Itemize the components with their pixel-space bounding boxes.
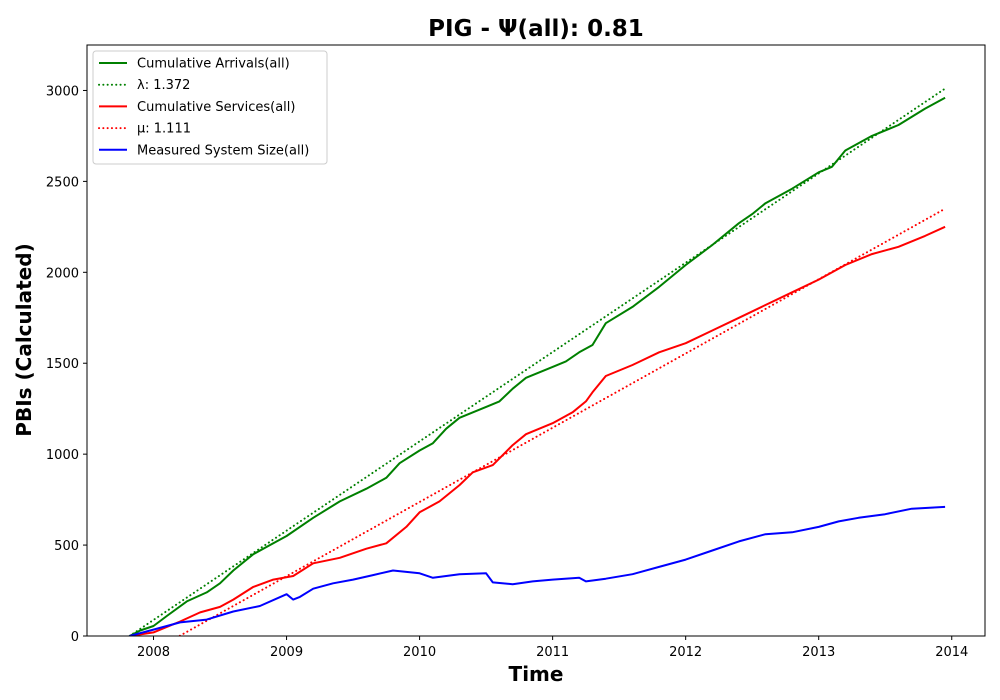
x-tick-label-2010: 2010: [403, 645, 436, 660]
legend-label-mu-fit: μ: 1.111: [137, 122, 191, 137]
plot-frame: [86, 44, 986, 637]
chart-title: PIG - Ψ(all): 0.81: [428, 16, 644, 42]
series-lambda-fit: [128, 87, 947, 636]
y-tick-label-2000: 2000: [46, 266, 79, 281]
legend-label-cumulative-arrivals-all: Cumulative Arrivals(all): [137, 57, 290, 72]
x-tick-label-2014: 2014: [935, 645, 968, 660]
legend-label-cumulative-services-all: Cumulative Services(all): [137, 100, 295, 115]
x-tick-label-2013: 2013: [802, 645, 835, 660]
x-tick-label-2012: 2012: [669, 645, 702, 660]
series-cumulative-arrivals-all: [129, 96, 946, 636]
y-tick-label-1000: 1000: [46, 448, 79, 463]
legend: Cumulative Arrivals(all) λ: 1.372 Cumulati…: [92, 50, 328, 165]
x-axis-label: Time: [509, 662, 564, 686]
y-tick-label-2500: 2500: [46, 175, 79, 190]
series-measured-system-size-all: [129, 505, 946, 636]
legend-label-lambda-fit: λ: 1.372: [137, 78, 190, 93]
y-tick-label-0: 0: [71, 630, 79, 645]
x-tick-label-2009: 2009: [270, 645, 303, 660]
y-tick-label-3000: 3000: [46, 84, 79, 99]
y-tick-label-500: 500: [54, 539, 79, 554]
x-tick-label-2011: 2011: [536, 645, 569, 660]
y-axis-label: PBIs (Calculated): [12, 243, 36, 436]
legend-label-measured-system-size-all: Measured System Size(all): [137, 143, 309, 158]
x-tick-label-2008: 2008: [137, 645, 170, 660]
series-mu-fit: [177, 207, 947, 636]
y-axis: 0 500 1000 1500 2000 2500 3000: [46, 84, 87, 645]
x-axis: 2008 2009 2010 2011 2012 2013 2014: [137, 636, 968, 660]
series-cumulative-services-all: [129, 225, 946, 636]
series-layer: [128, 87, 947, 636]
y-tick-label-1500: 1500: [46, 357, 79, 372]
legend-box: [92, 50, 328, 165]
